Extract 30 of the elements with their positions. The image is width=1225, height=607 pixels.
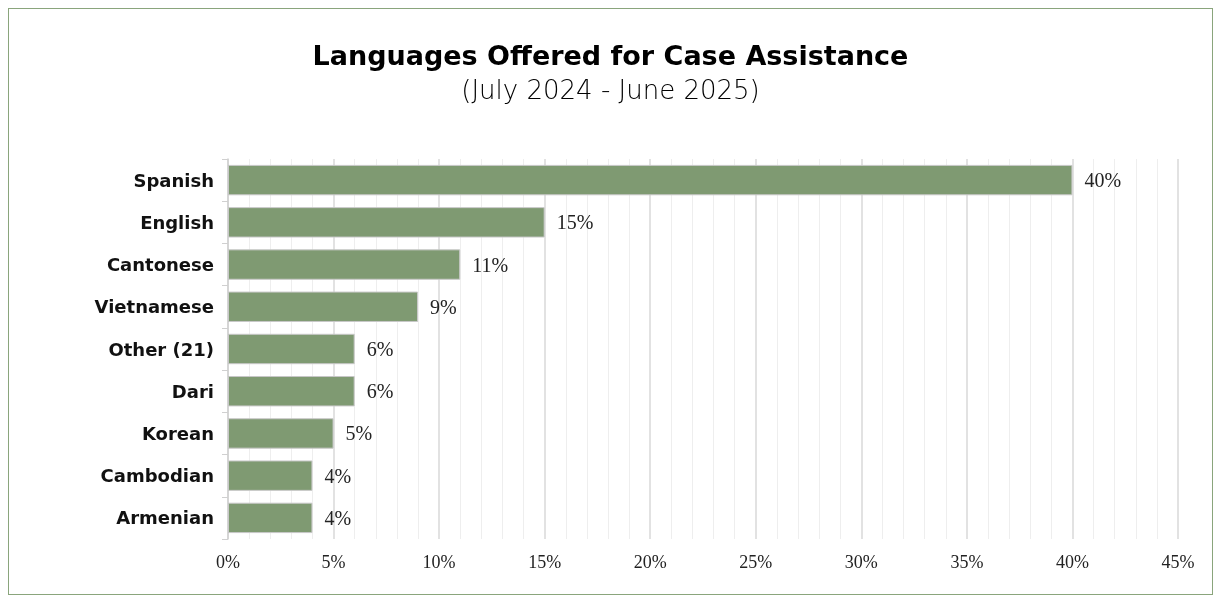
x-tick-label: 10% [422, 552, 456, 572]
y-tick-label: Other (21) [108, 338, 214, 360]
x-tick-label: 0% [216, 552, 240, 572]
y-tick-label: Cantonese [106, 254, 214, 276]
data-label: 4% [324, 506, 352, 529]
data-label: 6% [366, 338, 394, 360]
y-tick-label: English [140, 211, 214, 233]
data-label: 11% [472, 253, 509, 276]
y-tick-label: Armenian [116, 507, 214, 529]
chart-title: Languages Offered for Case Assistance [312, 40, 909, 71]
data-label: 40% [1084, 169, 1122, 192]
x-tick-label: 15% [528, 552, 562, 572]
data-label: 9% [430, 295, 457, 318]
x-tick-label: 35% [950, 552, 984, 572]
data-label: 5% [345, 422, 373, 445]
x-tick-label: 20% [633, 552, 667, 572]
data-label: 15% [556, 211, 594, 234]
y-tick-label: Cambodian [100, 465, 214, 487]
x-tick-label: 40% [1055, 552, 1089, 572]
y-tick-label: Korean [141, 422, 214, 444]
x-tick-label: 30% [844, 552, 878, 572]
y-tick-label: Spanish [133, 169, 214, 191]
x-tick-label: 45% [1161, 552, 1195, 572]
data-label: 6% [366, 380, 394, 403]
y-tick-label: Dari [171, 380, 214, 402]
x-tick-label: 25% [739, 552, 773, 572]
y-tick-label: Vietnamese [94, 296, 214, 318]
x-tick-label: 5% [321, 552, 346, 572]
chart-subtitle: (July 2024 - June 2025) [461, 75, 760, 105]
data-label: 4% [324, 464, 352, 487]
